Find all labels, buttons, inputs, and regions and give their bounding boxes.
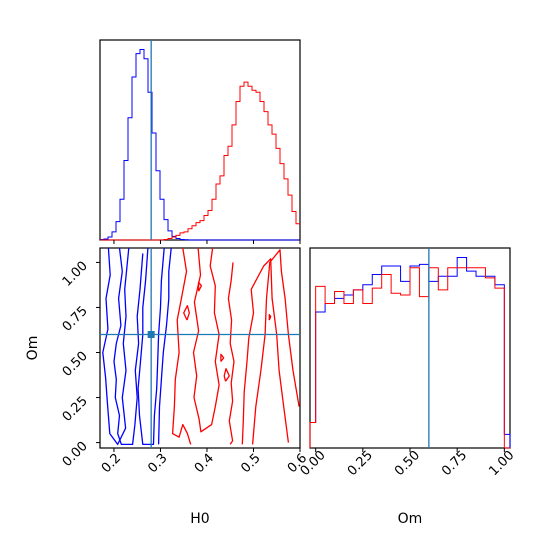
tick-label-om-x-4: 1.00 [486, 448, 517, 479]
tick-label-om-x-2: 0.50 [392, 448, 423, 479]
hist-h0-series-0 [100, 49, 300, 241]
tick-label-om-x-3: 0.75 [439, 448, 470, 479]
contour-1-4 [251, 249, 300, 445]
contour-1-3 [241, 258, 290, 445]
tick-label-h0-1: 0.3 [145, 451, 170, 476]
contour-1-5 [183, 305, 190, 321]
contour-0-3 [157, 248, 172, 445]
contour-1-7 [223, 368, 230, 382]
contour-1-6 [220, 353, 225, 362]
tick-label-h0-3: 0.5 [238, 451, 263, 476]
contour-1-1 [192, 248, 220, 433]
contour-1-8 [197, 281, 203, 292]
contour-0-1 [113, 248, 144, 446]
hist-om-series-1 [309, 267, 510, 449]
truth-marker [147, 330, 155, 338]
contour-1-0 [171, 248, 192, 445]
contour-frame [99, 247, 301, 449]
ylabel-om: Om [25, 336, 41, 361]
hist-h0-series-1 [100, 81, 300, 241]
contour-panel [100, 248, 300, 448]
contour-0-0 [102, 248, 130, 446]
tick-label-om-y-4: 1.00 [60, 259, 91, 290]
hist-om-panel [309, 248, 511, 449]
tick-label-om-y-0: 0.00 [60, 439, 91, 470]
contour-1-9 [268, 314, 272, 321]
hist-h0-panel [100, 40, 300, 241]
tick-label-om-x-1: 0.25 [345, 448, 376, 479]
tick-label-om-x-0: 0.00 [298, 448, 329, 479]
tick-label-h0-0: 0.2 [99, 451, 124, 476]
tick-label-h0-2: 0.4 [192, 451, 217, 476]
tick-label-om-y-2: 0.50 [60, 349, 91, 380]
xlabel-om: Om [398, 511, 423, 527]
contour-0-2 [137, 248, 165, 446]
hist-h0-frame [99, 39, 301, 241]
tick-label-om-y-3: 0.75 [60, 304, 91, 335]
tick-label-om-y-1: 0.25 [60, 394, 91, 425]
xlabel-h0: H0 [190, 511, 209, 527]
contour-1-2 [227, 262, 235, 445]
